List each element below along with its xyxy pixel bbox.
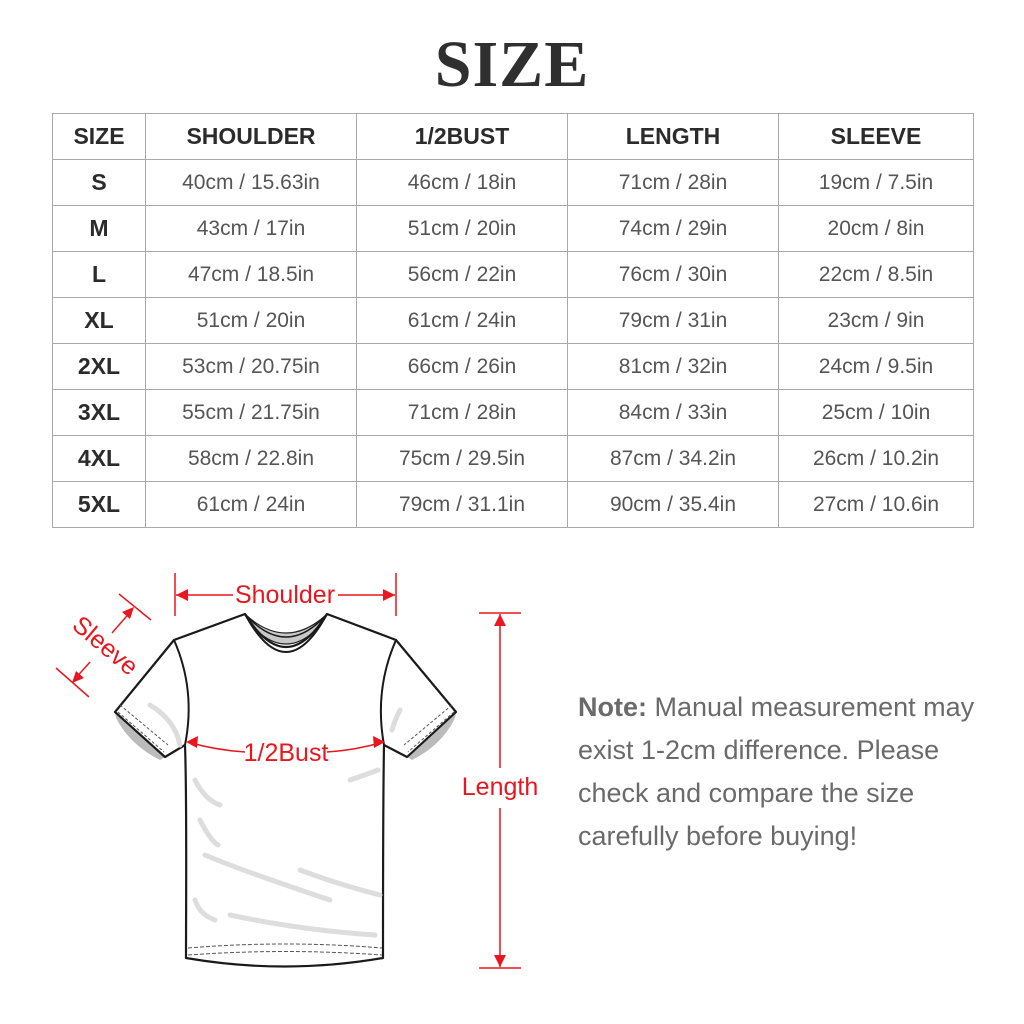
measure-length xyxy=(479,612,521,969)
table-row: 3XL 55cm / 21.75in 71cm / 28in 84cm / 33in 2… xyxy=(52,389,974,436)
size-cell: 5XL xyxy=(52,481,146,528)
measurement-cell: 79cm / 31.1in xyxy=(356,481,568,528)
measurement-cell: 66cm / 26in xyxy=(356,343,568,390)
shoulder-label: Shoulder xyxy=(235,581,335,609)
table-row: L 47cm / 18.5in 56cm / 22in 76cm / 30in 22cm… xyxy=(52,251,974,298)
measurement-cell: 47cm / 18.5in xyxy=(145,251,357,298)
length-label: Length xyxy=(462,773,538,801)
table-row: 4XL 58cm / 22.8in 75cm / 29.5in 87cm / 34.2… xyxy=(52,435,974,482)
column-header-1-2bust: 1/2BUST xyxy=(356,113,568,160)
measurement-cell: 27cm / 10.6in xyxy=(778,481,974,528)
note-text: Note: Manual measurement may exist 1-2cm… xyxy=(578,686,998,858)
measure-shoulder xyxy=(174,573,397,616)
measurement-cell: 43cm / 17in xyxy=(145,205,357,252)
column-header-size: SIZE xyxy=(52,113,146,160)
measurement-cell: 61cm / 24in xyxy=(145,481,357,528)
measurement-cell: 24cm / 9.5in xyxy=(778,343,974,390)
measure-sleeve xyxy=(55,593,152,698)
measurement-cell: 56cm / 22in xyxy=(356,251,568,298)
measurement-cell: 19cm / 7.5in xyxy=(778,159,974,206)
column-header-length: LENGTH xyxy=(567,113,779,160)
size-cell: XL xyxy=(52,297,146,344)
measurement-cell: 74cm / 29in xyxy=(567,205,779,252)
measurement-cell: 46cm / 18in xyxy=(356,159,568,206)
column-header-sleeve: SLEEVE xyxy=(778,113,974,160)
size-table: SIZE SHOULDER 1/2BUST LENGTH SLEEVE S 40cm / … xyxy=(52,113,974,528)
note-label: Note: xyxy=(578,692,647,722)
table-header-row: SIZE SHOULDER 1/2BUST LENGTH SLEEVE xyxy=(52,113,974,160)
measurement-cell: 87cm / 34.2in xyxy=(567,435,779,482)
measurement-cell: 40cm / 15.63in xyxy=(145,159,357,206)
measurement-cell: 71cm / 28in xyxy=(356,389,568,436)
measurement-cell: 23cm / 9in xyxy=(778,297,974,344)
tshirt-illustration xyxy=(113,612,458,968)
measurement-cell: 81cm / 32in xyxy=(567,343,779,390)
measurement-cell: 55cm / 21.75in xyxy=(145,389,357,436)
measurement-cell: 71cm / 28in xyxy=(567,159,779,206)
measurement-cell: 51cm / 20in xyxy=(356,205,568,252)
measurement-cell: 79cm / 31in xyxy=(567,297,779,344)
measurement-cell: 75cm / 29.5in xyxy=(356,435,568,482)
size-cell: S xyxy=(52,159,146,206)
measurement-cell: 58cm / 22.8in xyxy=(145,435,357,482)
bust-label: 1/2Bust xyxy=(244,739,329,767)
measurement-cell: 90cm / 35.4in xyxy=(567,481,779,528)
measurement-cell: 20cm / 8in xyxy=(778,205,974,252)
table-row: S 40cm / 15.63in 46cm / 18in 71cm / 28in 19c… xyxy=(52,159,974,206)
note-body: Manual measurement may exist 1-2cm diffe… xyxy=(578,692,975,851)
measurement-cell: 76cm / 30in xyxy=(567,251,779,298)
table-row: M 43cm / 17in 51cm / 20in 74cm / 29in 20cm /… xyxy=(52,205,974,252)
measure-bust xyxy=(186,736,385,753)
page-title: SIZE xyxy=(434,28,590,101)
table-row: 2XL 53cm / 20.75in 66cm / 26in 81cm / 32in 2… xyxy=(52,343,974,390)
sleeve-label: Sleeve xyxy=(67,611,144,682)
measurement-cell: 25cm / 10in xyxy=(778,389,974,436)
measurement-cell: 84cm / 33in xyxy=(567,389,779,436)
table-row: 5XL 61cm / 24in 79cm / 31.1in 90cm / 35.4in… xyxy=(52,481,974,528)
size-cell: 3XL xyxy=(52,389,146,436)
measurement-cell: 22cm / 8.5in xyxy=(778,251,974,298)
